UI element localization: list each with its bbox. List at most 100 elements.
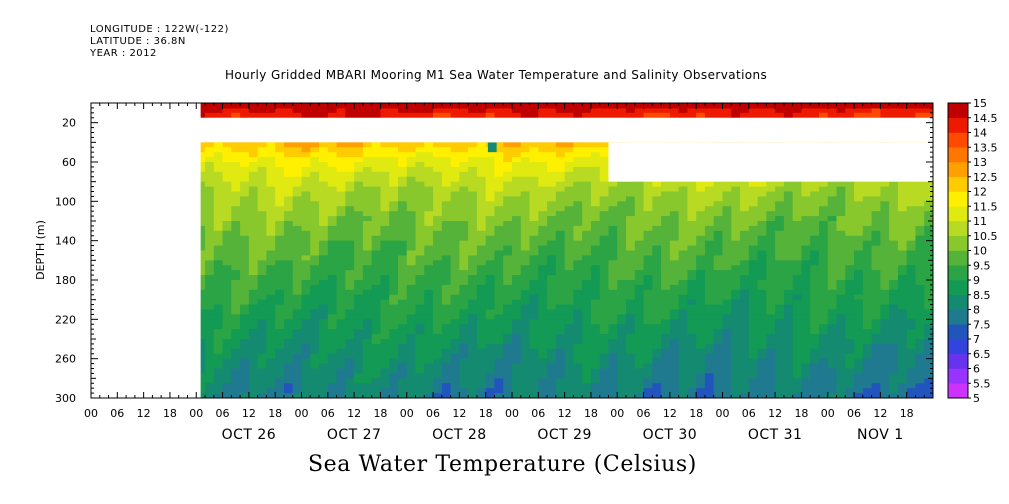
heatmap-cell — [441, 230, 452, 237]
heatmap-cell — [196, 388, 206, 394]
heatmap-cell — [240, 294, 250, 301]
heatmap-cell — [485, 152, 496, 158]
longitude-label: LONGITUDE : 122W(-122) — [90, 24, 229, 35]
heatmap-cell — [529, 176, 539, 183]
heatmap-cell — [248, 260, 259, 266]
heatmap-cell — [634, 112, 645, 119]
heatmap-cell — [450, 329, 460, 335]
heatmap-cell — [415, 393, 425, 398]
heatmap-cell — [292, 348, 303, 355]
heatmap-cell — [573, 324, 583, 330]
heatmap-cell — [906, 216, 917, 222]
heatmap-cell — [196, 339, 206, 345]
heatmap-cell — [494, 378, 504, 384]
heatmap-cell — [424, 289, 434, 296]
heatmap-cell — [538, 343, 548, 350]
heatmap-cell — [906, 245, 917, 252]
heatmap-cell — [783, 334, 794, 340]
heatmap-cell — [845, 270, 855, 276]
heatmap-cell — [731, 368, 741, 375]
heatmap-cell — [362, 378, 373, 384]
heatmap-cell — [310, 383, 320, 389]
heatmap-cell — [371, 353, 382, 360]
heatmap-cell — [652, 221, 662, 227]
heatmap-cell — [424, 230, 434, 237]
heatmap-cell — [354, 309, 364, 316]
heatmap-cell — [757, 245, 767, 252]
heatmap-cell — [205, 270, 215, 276]
heatmap-cell — [608, 309, 618, 316]
heatmap-cell — [424, 103, 434, 109]
heatmap-cell — [319, 383, 329, 389]
heatmap-cell — [678, 368, 689, 375]
heatmap-cell — [661, 353, 671, 360]
heatmap-cell — [240, 191, 250, 198]
heatmap-cell — [292, 260, 303, 266]
heatmap-cell — [503, 393, 513, 398]
heatmap-cell — [196, 343, 206, 350]
heatmap-cell — [441, 235, 452, 242]
heatmap-cell — [538, 206, 548, 212]
heatmap-cell — [213, 216, 224, 222]
heatmap-cell — [476, 181, 487, 188]
heatmap-cell — [766, 353, 776, 360]
heatmap-cell — [818, 260, 829, 266]
heatmap-cell — [389, 270, 399, 276]
heatmap-cell — [222, 191, 232, 198]
heatmap-cell — [845, 275, 855, 281]
heatmap-cell — [389, 245, 399, 252]
heatmap-cell — [661, 221, 671, 227]
heatmap-cell — [231, 373, 241, 379]
heatmap-cell — [836, 245, 846, 252]
heatmap-cell — [354, 329, 364, 335]
heatmap-cell — [362, 343, 373, 350]
heatmap-cell — [415, 289, 425, 296]
heatmap-cell — [433, 186, 443, 193]
heatmap-cell — [319, 103, 329, 109]
heatmap-cell — [345, 171, 355, 178]
heatmap-cell — [818, 289, 829, 296]
heatmap-cell — [520, 299, 531, 306]
heatmap-cell — [397, 211, 408, 217]
heatmap-cell — [248, 363, 259, 370]
heatmap-cell — [634, 186, 645, 193]
heatmap-cell — [547, 112, 557, 119]
heatmap-cell — [564, 235, 574, 242]
heatmap-cell — [564, 329, 574, 335]
heatmap-cell — [476, 270, 487, 276]
heatmap-cell — [459, 275, 469, 281]
heatmap-cell — [792, 368, 803, 375]
heatmap-cell — [503, 216, 513, 222]
heatmap-cell — [406, 162, 417, 168]
heatmap-cell — [573, 363, 583, 370]
heatmap-cell — [880, 284, 890, 291]
heatmap-cell — [529, 280, 539, 286]
heatmap-cell — [503, 373, 513, 379]
heatmap-cell — [319, 299, 329, 306]
heatmap-cell — [389, 166, 399, 173]
heatmap-cell — [336, 216, 346, 222]
heatmap-cell — [862, 240, 873, 247]
heatmap-cell — [652, 240, 662, 247]
heatmap-cell — [196, 294, 206, 301]
heatmap-cell — [397, 166, 408, 173]
heatmap-cell — [196, 171, 206, 178]
heatmap-cell — [564, 186, 574, 193]
heatmap-cell — [371, 393, 382, 398]
heatmap-cell — [283, 270, 294, 276]
heatmap-cell — [871, 294, 881, 301]
heatmap-cell — [626, 368, 636, 375]
heatmap-cell — [722, 275, 732, 281]
heatmap-cell — [792, 353, 803, 360]
heatmap-cell — [862, 309, 873, 316]
heatmap-cell — [240, 196, 250, 202]
heatmap-cell — [906, 299, 917, 306]
heatmap-cell — [292, 334, 303, 340]
heatmap-cell — [590, 383, 601, 389]
heatmap-cell — [757, 388, 767, 394]
heatmap-cell — [231, 378, 241, 384]
heatmap-cell — [845, 294, 855, 301]
heatmap-cell — [336, 309, 346, 316]
heatmap-cell — [889, 294, 899, 301]
heatmap-cell — [740, 393, 750, 398]
